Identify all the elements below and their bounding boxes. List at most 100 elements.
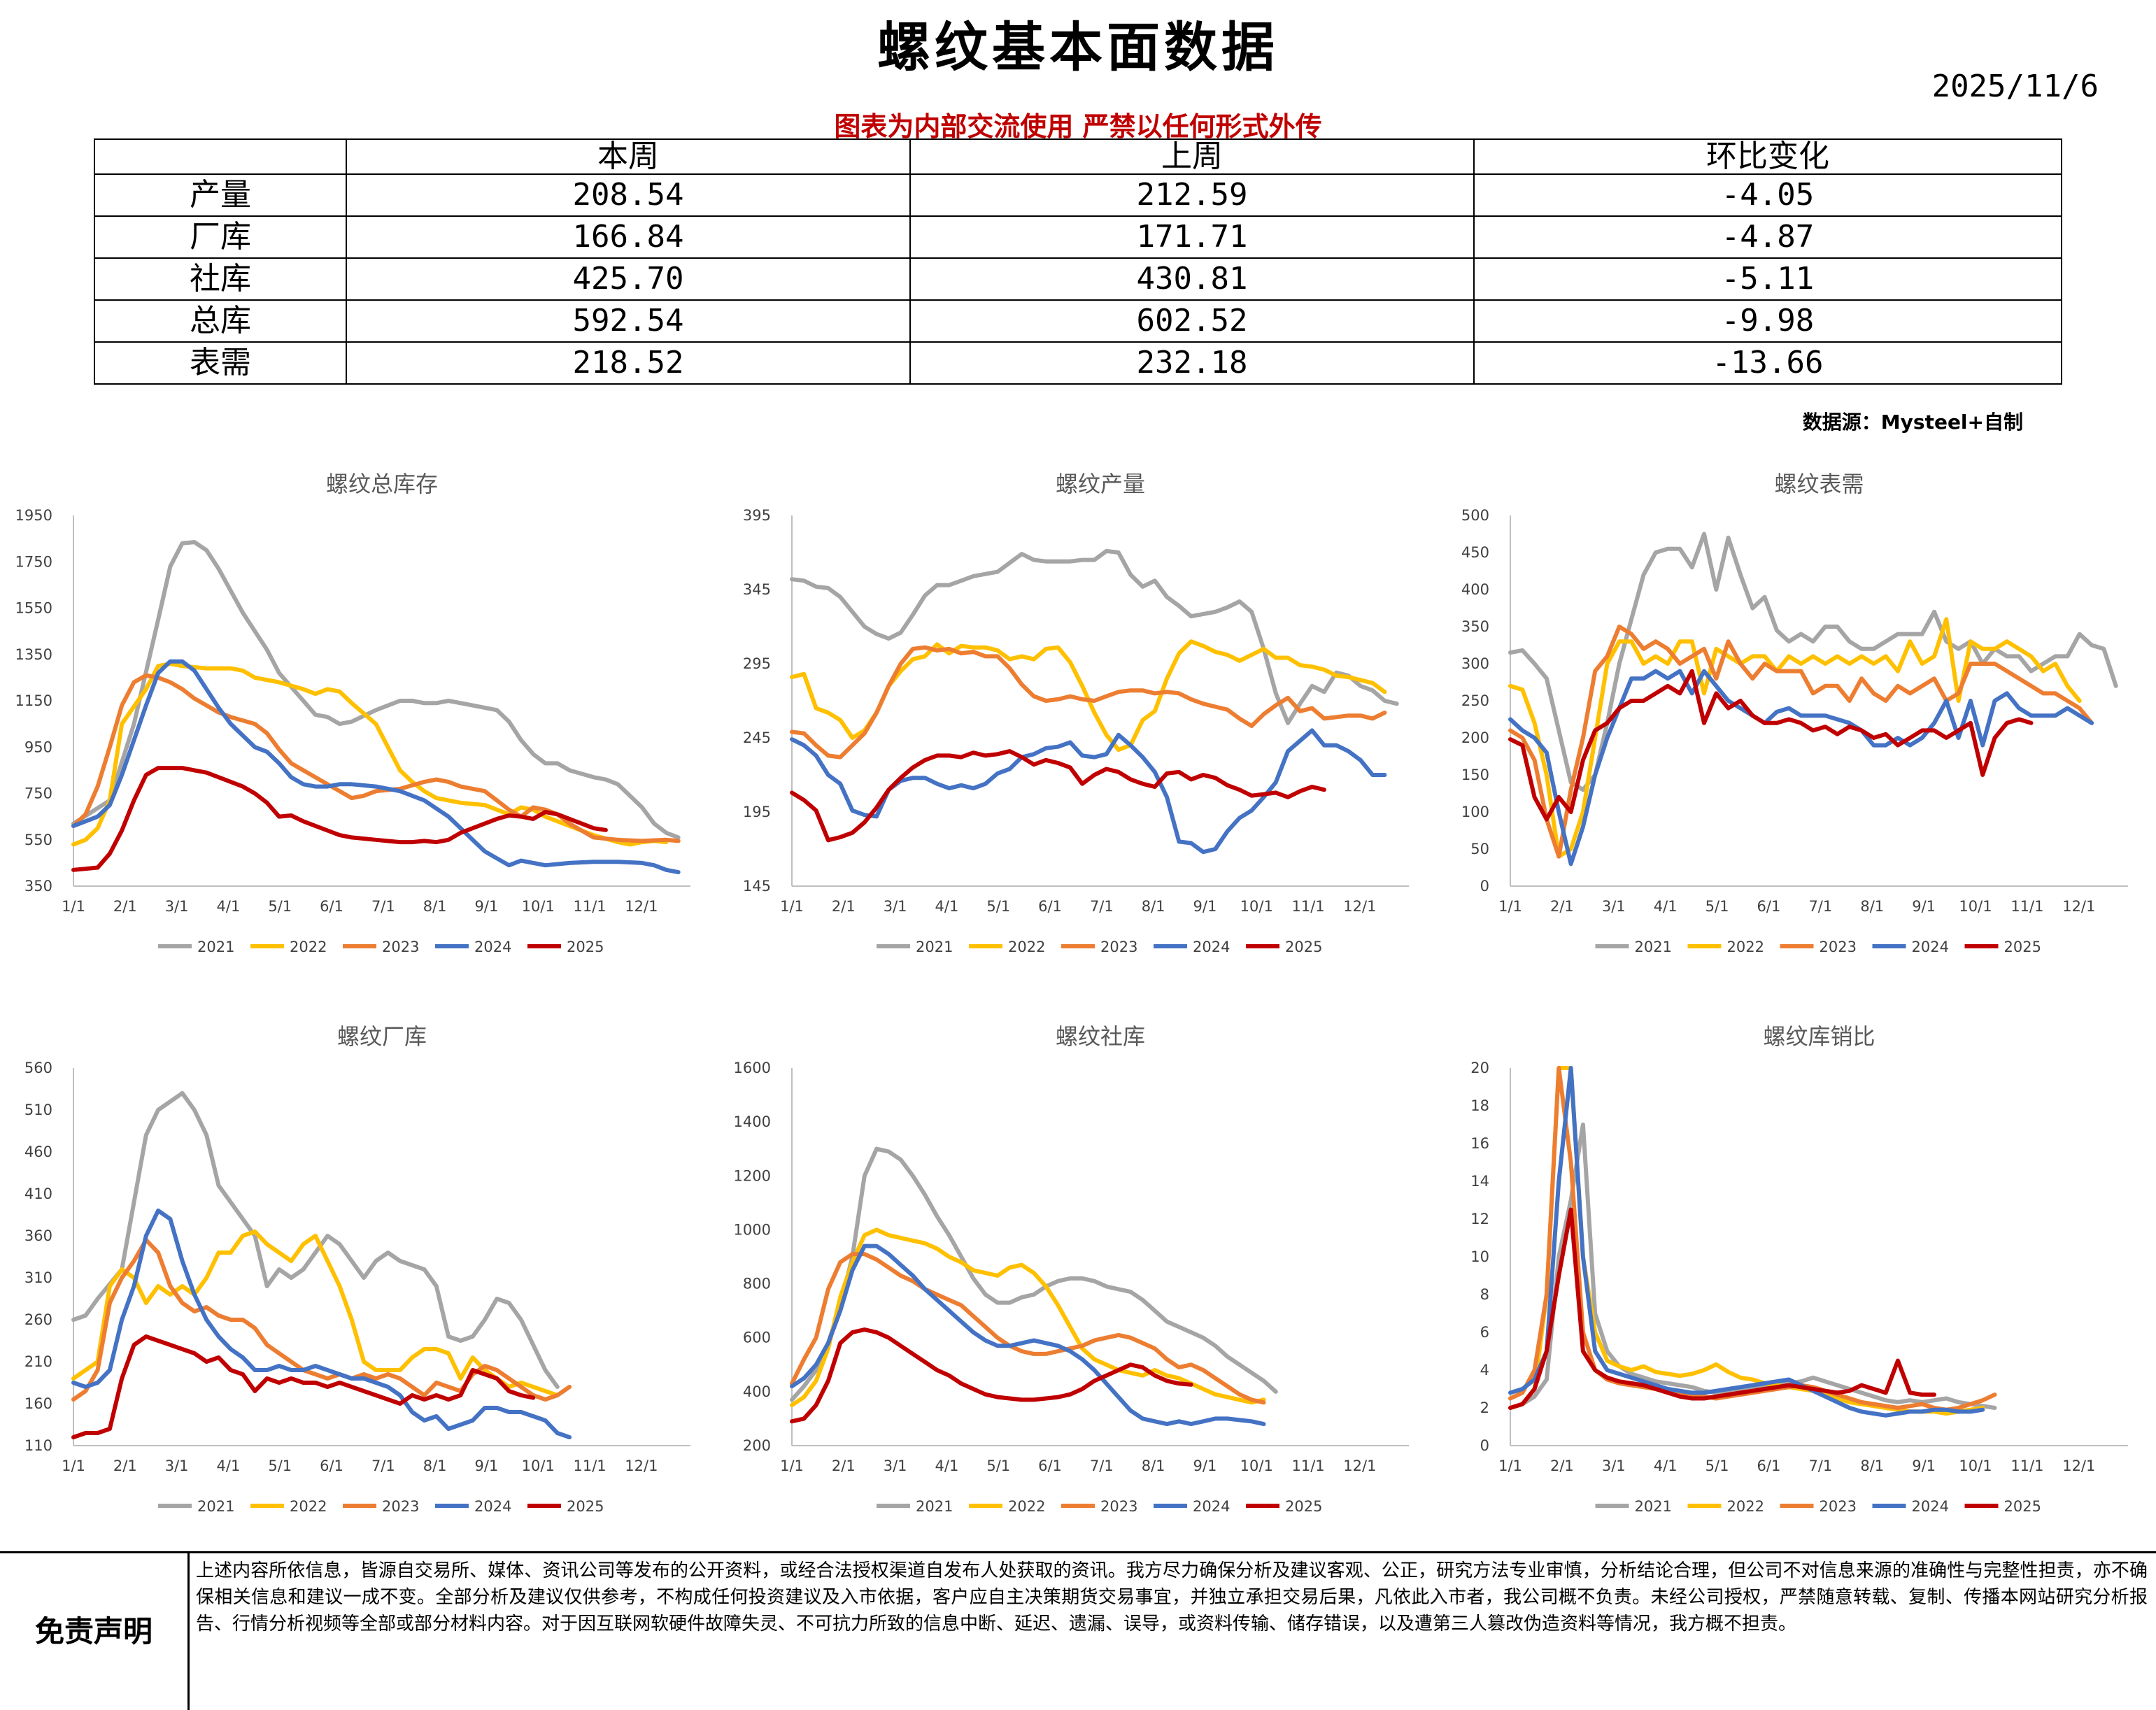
y-tick-label: 460 <box>24 1143 52 1160</box>
x-tick-label: 7/1 <box>1808 1458 1832 1474</box>
y-tick-label: 100 <box>1461 804 1489 820</box>
y-tick-label: 260 <box>24 1311 52 1328</box>
y-tick-label: 295 <box>743 655 771 672</box>
summary-header-row: 本周 上周 环比变化 <box>94 138 2062 175</box>
chart-title: 螺纹产量 <box>1056 471 1145 497</box>
y-tick-label: 350 <box>24 878 52 895</box>
legend-label-2025: 2025 <box>2004 939 2041 955</box>
series-line-2023 <box>71 673 681 843</box>
series-line-2021 <box>71 1091 560 1389</box>
x-tick-label: 12/1 <box>2062 1458 2095 1474</box>
legend-label-2021: 2021 <box>916 939 953 955</box>
y-tick-label: 210 <box>24 1353 52 1370</box>
summary-header-change: 环比变化 <box>1473 138 2062 175</box>
series-line-2025 <box>790 1327 1193 1424</box>
x-tick-label: 5/1 <box>268 1458 292 1474</box>
chart-svg: 螺纹社库 200 400 600 800 1000 1200 1400 1600 1/1 2/1 3/… <box>734 1023 1409 1515</box>
x-tick-label: 2/1 <box>1550 1458 1574 1474</box>
data-source-note: 数据源：Mysteel+自制 <box>1802 411 2023 434</box>
y-tick-label: 1750 <box>15 553 52 570</box>
y-tick-label: 600 <box>743 1330 771 1346</box>
series-line-2022 <box>1508 617 2082 859</box>
x-tick-label: 10/1 <box>1240 898 1273 915</box>
last-week-value: 171.71 <box>909 215 1475 259</box>
table-row: 表需 218.52 232.18 -13.66 <box>94 341 2062 385</box>
chart-social-inventory: 螺纹社库 200 400 600 800 1000 1200 1400 1600 1/1 2/1 3/… <box>718 1011 1437 1528</box>
report-date: 2025/11/6 <box>1931 69 2099 104</box>
series-line-2024 <box>71 1209 572 1439</box>
disclaimer: 免责声明 上述内容所依信息，皆源自交易所、媒体、资讯公司等发布的公开资料，或经合… <box>0 1551 2156 1710</box>
x-tick-label: 3/1 <box>884 898 907 915</box>
legend-label-2023: 2023 <box>1100 1498 1137 1515</box>
legend-label-2023: 2023 <box>382 1498 419 1515</box>
x-tick-label: 12/1 <box>625 898 658 915</box>
chart-svg: 螺纹总库存 350 550 750 950 1150 1350 1550 1750 1950 1/1… <box>15 471 690 955</box>
x-tick-label: 6/1 <box>320 1458 343 1474</box>
x-tick-label: 8/1 <box>1142 898 1165 915</box>
y-tick-label: 345 <box>743 581 771 598</box>
x-tick-label: 11/1 <box>1291 1458 1324 1474</box>
legend-label-2022: 2022 <box>1008 1498 1045 1515</box>
x-tick-label: 11/1 <box>573 1458 606 1474</box>
y-tick-label: 18 <box>1470 1097 1489 1114</box>
table-row: 社库 425.70 430.81 -5.11 <box>94 257 2062 301</box>
change-value: -4.87 <box>1473 215 2062 259</box>
legend-label-2021: 2021 <box>1635 1498 1672 1515</box>
legend-label-2022: 2022 <box>1727 939 1764 955</box>
series-line-2025 <box>790 749 1326 843</box>
chart-inventory-sales-ratio: 螺纹库销比 0 2 4 6 8 10 12 14 16 18 20 1/1 2/1 3/1 4/1 5/1 6/1… <box>1437 1011 2156 1528</box>
y-tick-label: 550 <box>24 832 52 848</box>
y-tick-label: 500 <box>1461 507 1489 524</box>
x-tick-label: 7/1 <box>1090 898 1114 915</box>
legend-label-2021: 2021 <box>197 939 234 955</box>
series-line-2022 <box>790 639 1387 752</box>
y-tick-label: 0 <box>1480 1437 1489 1454</box>
x-tick-label: 4/1 <box>217 1458 241 1474</box>
x-tick-label: 8/1 <box>423 898 447 915</box>
x-tick-label: 5/1 <box>268 898 292 915</box>
legend-label-2024: 2024 <box>474 1498 511 1515</box>
chart-title: 螺纹表需 <box>1774 471 1864 497</box>
legend-label-2023: 2023 <box>382 939 419 955</box>
x-tick-label: 4/1 <box>935 898 959 915</box>
y-tick-label: 6 <box>1480 1324 1489 1341</box>
y-tick-label: 395 <box>743 507 771 524</box>
legend-label-2024: 2024 <box>1193 939 1230 955</box>
x-tick-label: 8/1 <box>1860 1458 1884 1474</box>
y-tick-label: 2 <box>1480 1399 1489 1416</box>
series-line-2023 <box>1508 625 2094 859</box>
x-tick-label: 11/1 <box>2010 898 2043 915</box>
y-tick-label: 110 <box>24 1437 52 1454</box>
x-tick-label: 7/1 <box>371 1458 395 1474</box>
x-tick-label: 8/1 <box>1860 898 1884 915</box>
y-tick-label: 50 <box>1470 841 1489 857</box>
series-line-2022 <box>790 1227 1266 1408</box>
x-tick-label: 10/1 <box>522 898 555 915</box>
series-line-2021 <box>790 1146 1278 1402</box>
chart-svg: 螺纹厂库 110 160 210 260 310 360 410 460 510 560 1/1 2/1… <box>24 1023 690 1515</box>
row-label: 厂库 <box>94 215 347 259</box>
x-tick-label: 4/1 <box>935 1458 959 1474</box>
last-week-value: 232.18 <box>909 341 1475 385</box>
change-value: -4.05 <box>1473 173 2062 217</box>
y-tick-label: 16 <box>1470 1135 1489 1152</box>
x-tick-label: 1/1 <box>1498 1458 1522 1474</box>
x-tick-label: 12/1 <box>1343 898 1376 915</box>
y-tick-label: 950 <box>24 739 52 755</box>
x-tick-label: 6/1 <box>1757 1458 1781 1474</box>
x-tick-label: 5/1 <box>1705 1458 1729 1474</box>
series-line-2021 <box>790 548 1399 725</box>
legend-label-2021: 2021 <box>916 1498 953 1515</box>
table-row: 总库 592.54 602.52 -9.98 <box>94 299 2062 343</box>
x-tick-label: 7/1 <box>1808 898 1832 915</box>
series-line-2024 <box>71 659 681 875</box>
y-tick-label: 310 <box>24 1269 52 1286</box>
x-tick-label: 1/1 <box>62 898 85 915</box>
x-tick-label: 8/1 <box>1142 1458 1165 1474</box>
x-tick-label: 12/1 <box>1343 1458 1376 1474</box>
legend-label-2021: 2021 <box>1635 939 1672 955</box>
y-tick-label: 450 <box>1461 544 1489 561</box>
x-tick-label: 6/1 <box>320 898 343 915</box>
y-tick-label: 150 <box>1461 767 1489 783</box>
legend-label-2023: 2023 <box>1820 1498 1857 1515</box>
